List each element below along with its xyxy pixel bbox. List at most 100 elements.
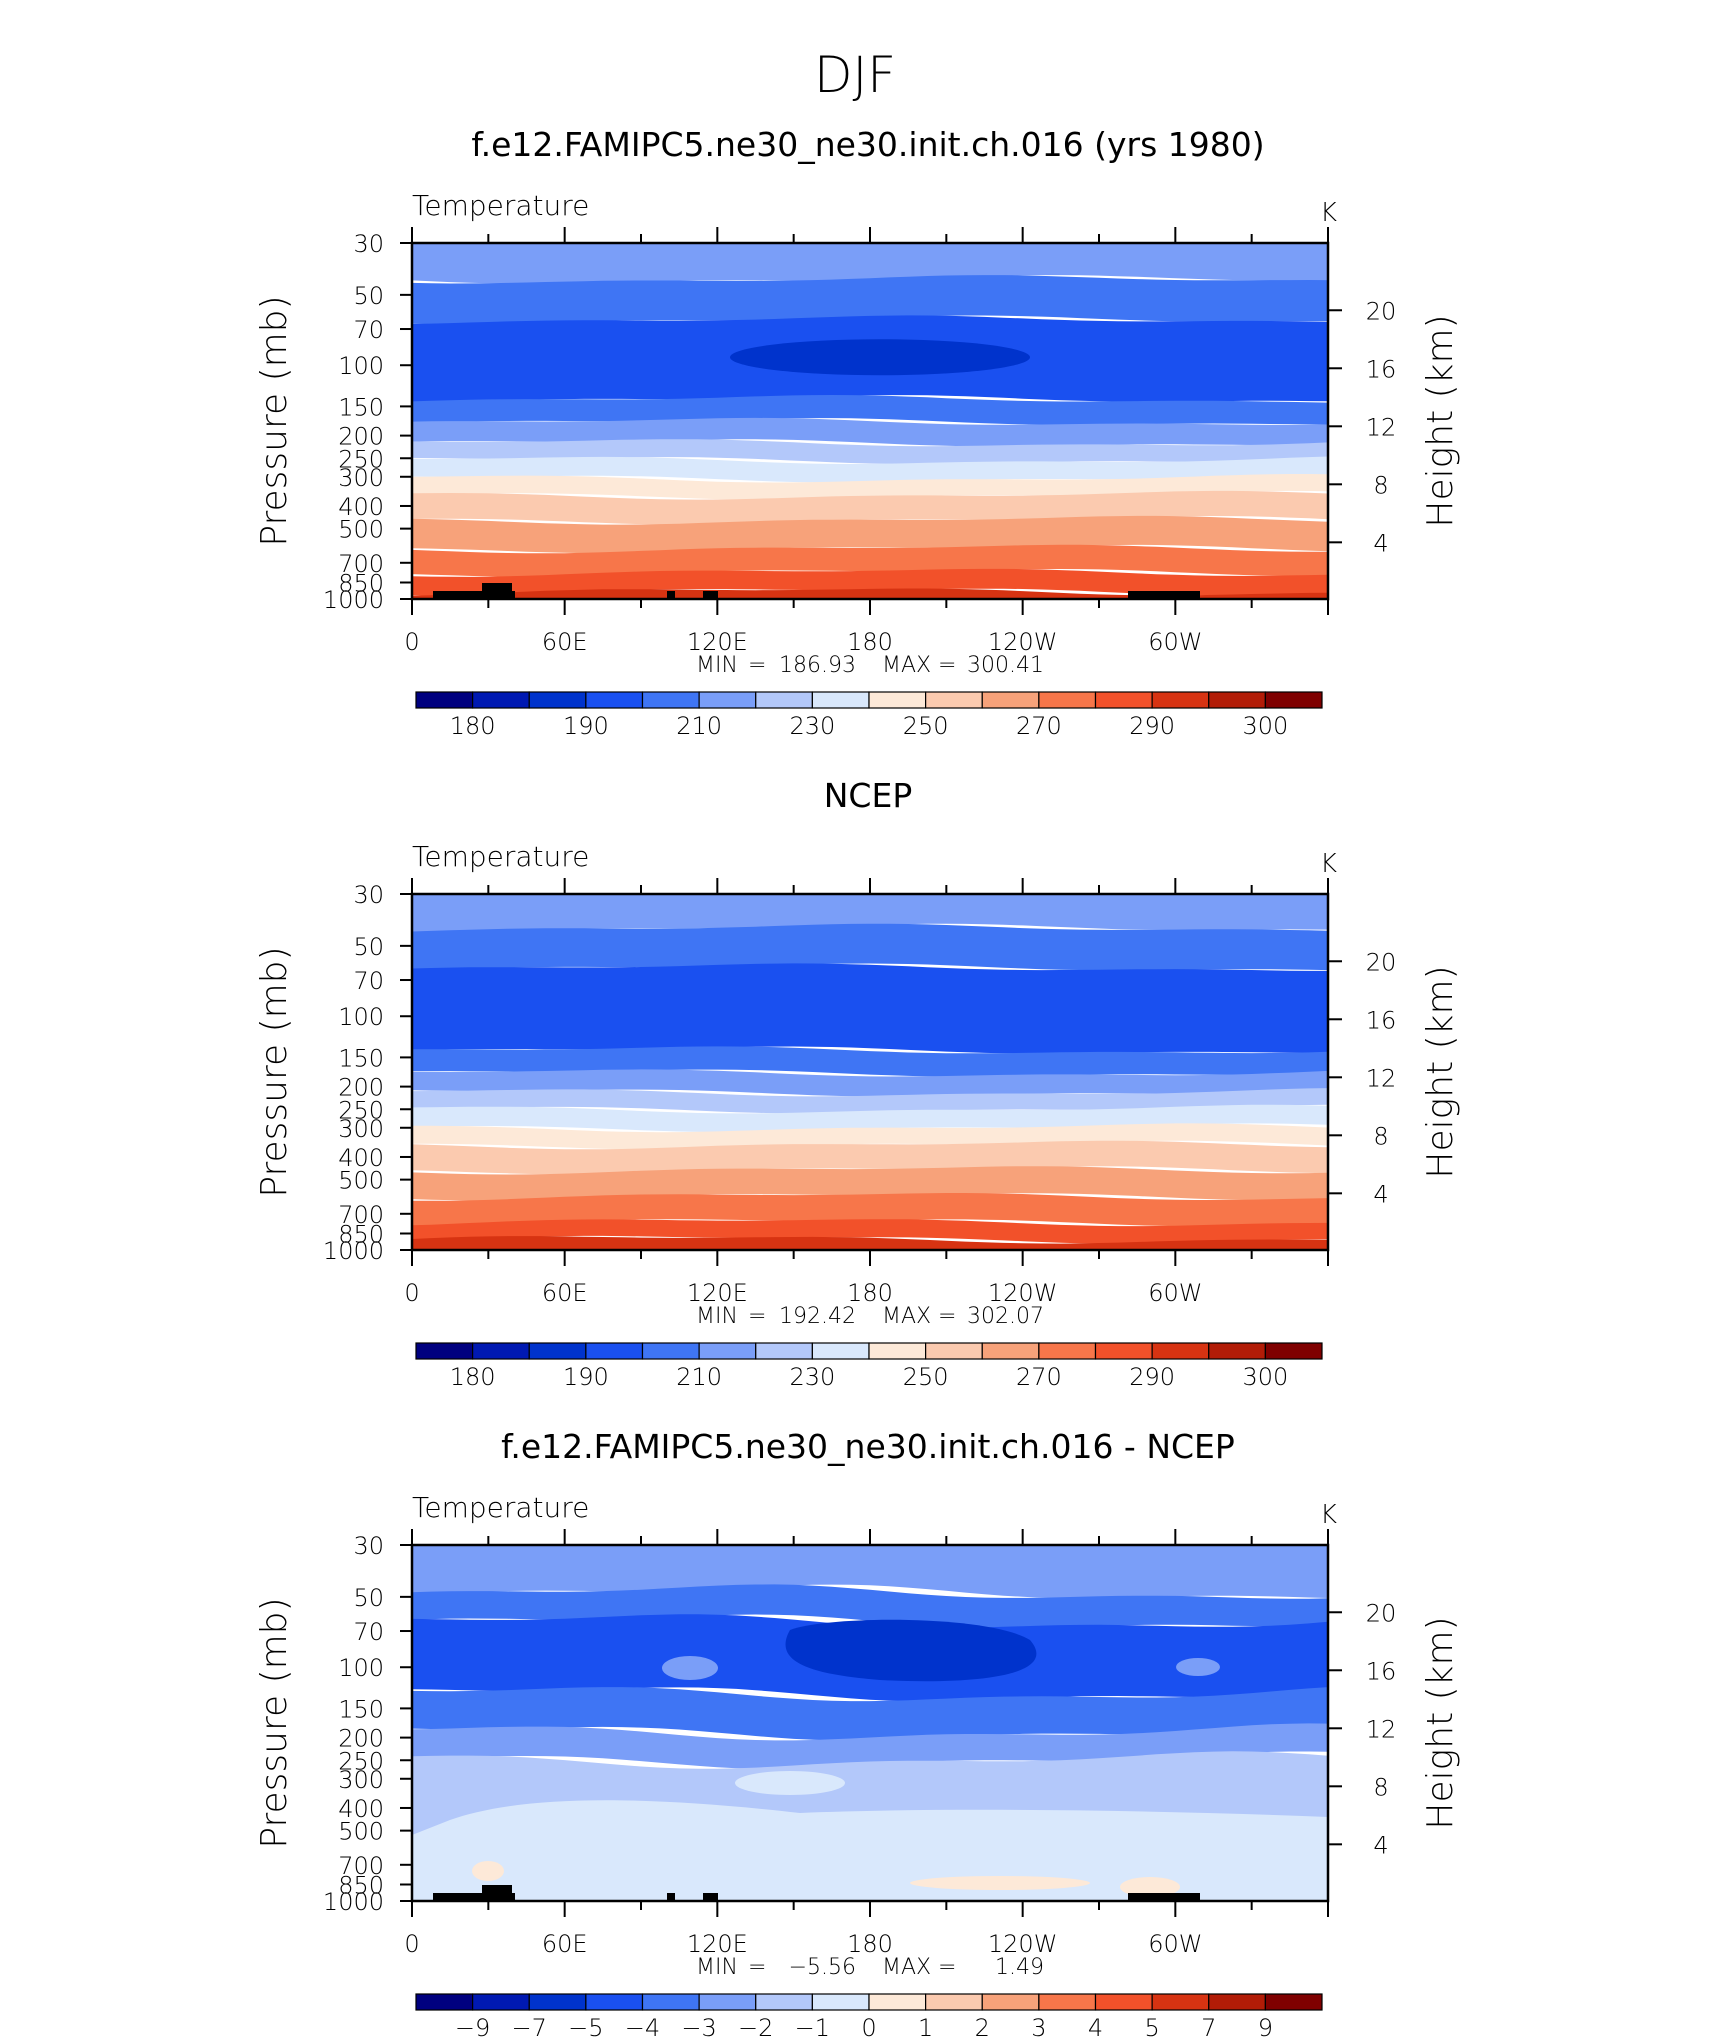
contour-plot	[412, 894, 1328, 1250]
colorbar-label: 250	[903, 1363, 949, 1391]
topography-mask	[667, 591, 675, 599]
topography-mask	[482, 1885, 512, 1901]
colorbar-box	[528, 1342, 587, 1360]
units-label: K	[1320, 849, 1337, 879]
colorbar-box	[415, 1993, 474, 2011]
topography-mask	[433, 591, 515, 599]
y-right-tick-label: 4	[1373, 1831, 1388, 1859]
contour-band	[412, 1219, 1328, 1244]
y-tick-label: 250	[338, 445, 384, 473]
colorbar-label: 290	[1129, 1363, 1175, 1391]
contour-band	[412, 1193, 1328, 1227]
colorbar-label: −9	[455, 2014, 490, 2038]
y-tick-label: 700	[338, 550, 384, 578]
colorbar-label: 7	[1201, 2014, 1216, 2038]
y-tick-label: 700	[338, 1201, 384, 1229]
colorbar-label: 180	[450, 712, 496, 740]
contour-band	[412, 963, 1328, 1054]
y-right-tick-label: 16	[1366, 1006, 1397, 1034]
colorbar-label: 210	[676, 1363, 722, 1391]
x-tick-label: 60E	[542, 628, 588, 656]
colorbar-label: 300	[1242, 712, 1288, 740]
contour-band	[412, 568, 1328, 596]
y-axis-title: Pressure (mb)	[254, 295, 295, 546]
y-right-tick-label: 20	[1366, 1599, 1397, 1627]
topography-mask	[667, 1893, 675, 1901]
colorbar-box	[1264, 691, 1323, 709]
colorbar-label: 9	[1258, 2014, 1273, 2038]
colorbar-box	[472, 1342, 530, 1360]
colorbar-box	[1094, 1993, 1153, 2011]
colorbar-box	[1094, 1342, 1153, 1360]
y-tick-label: 400	[338, 1795, 384, 1823]
chart-panel-3: f.e12.FAMIPC5.ne30_ne30.init.ch.016 - NC…	[254, 1427, 1461, 2038]
y-right-tick-label: 8	[1373, 1122, 1388, 1150]
colorbar-box	[811, 691, 870, 709]
contour-cell	[1176, 1658, 1220, 1676]
contour-band	[412, 456, 1328, 483]
min-label: MIN	[696, 653, 738, 678]
max-label: MAX	[882, 653, 931, 678]
contour-band	[412, 275, 1328, 325]
y-right-tick-label: 8	[1373, 471, 1388, 499]
colorbar-box	[868, 691, 927, 709]
contour-band	[412, 923, 1328, 971]
contour-cell	[730, 339, 1030, 376]
x-tick-label: 180	[847, 628, 893, 656]
y-tick-label: 500	[338, 516, 384, 544]
contour-cell	[440, 1545, 515, 1585]
colorbar-box	[641, 1993, 700, 2011]
colorbar-box	[1094, 691, 1153, 709]
panels: f.e12.FAMIPC5.ne30_ne30.init.ch.016 (yrs…	[254, 125, 1461, 2038]
colorbar-box	[415, 1342, 474, 1360]
y-tick-label: 200	[338, 1074, 384, 1102]
x-tick-label: 60W	[1148, 1279, 1202, 1307]
max-value: 300.41	[967, 653, 1044, 678]
colorbar-label: −7	[512, 2014, 547, 2038]
variable-label: Temperature	[412, 1491, 589, 1524]
colorbar-box	[585, 1342, 644, 1360]
x-tick-label: 60W	[1148, 628, 1202, 656]
y-right-tick-label: 20	[1366, 297, 1397, 325]
contour-band	[412, 894, 1328, 933]
y-tick-label: 50	[353, 282, 384, 310]
min-value: 186.93	[779, 653, 856, 678]
colorbar-label: −3	[681, 2014, 716, 2038]
colorbar-label: 250	[903, 712, 949, 740]
x-tick-label: 120W	[988, 1930, 1058, 1958]
colorbar-box	[811, 1993, 870, 2011]
y-tick-label: 850	[338, 1872, 384, 1900]
colorbar-box	[1151, 691, 1210, 709]
x-tick-label: 0	[404, 1930, 419, 1958]
x-tick-label: 120W	[988, 1279, 1058, 1307]
colorbar-box	[1208, 691, 1266, 709]
contour-plot	[412, 243, 1328, 599]
y-tick-label: 500	[338, 1818, 384, 1846]
y-right-axis-title: Height (km)	[1420, 314, 1461, 527]
y-right-tick-label: 12	[1366, 1064, 1397, 1092]
y-right-tick-label: 4	[1373, 529, 1388, 557]
y-tick-label: 30	[353, 230, 384, 258]
y-tick-label: 70	[353, 316, 384, 344]
contour-cell	[662, 1656, 718, 1680]
colorbar-box	[1151, 1342, 1210, 1360]
min-label: MIN	[696, 1955, 738, 1980]
colorbar-box	[755, 1342, 813, 1360]
colorbar-box	[868, 1993, 927, 2011]
colorbar-label: −5	[568, 2014, 603, 2038]
contour-cell	[910, 1876, 1090, 1890]
colorbar-box	[981, 1993, 1040, 2011]
colorbar-label: 190	[563, 712, 609, 740]
y-axis-title: Pressure (mb)	[254, 946, 295, 1197]
colorbar-box	[925, 691, 983, 709]
colorbar-box	[755, 1993, 813, 2011]
y-tick-label: 1000	[323, 1237, 384, 1265]
contour-cell	[1105, 1545, 1180, 1585]
max-value: 1.49	[995, 1955, 1044, 1980]
colorbar-box	[641, 691, 700, 709]
colorbar-box	[925, 1342, 983, 1360]
colorbar-label: 270	[1016, 1363, 1062, 1391]
contour-band	[412, 588, 1328, 599]
contour-band	[412, 490, 1328, 525]
y-tick-label: 850	[338, 570, 384, 598]
